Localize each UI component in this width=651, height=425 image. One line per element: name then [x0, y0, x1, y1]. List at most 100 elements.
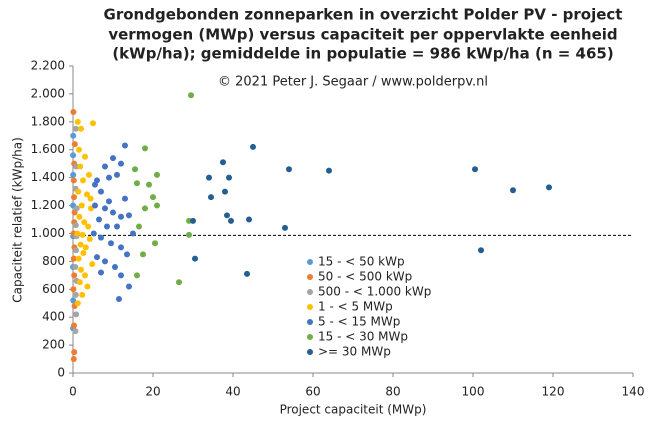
y-tick-label: 600: [42, 282, 65, 296]
data-point: [84, 283, 91, 290]
data-point: [70, 152, 77, 159]
data-point: [79, 291, 86, 298]
data-point: [98, 188, 104, 195]
data-point: [70, 356, 77, 363]
data-point: [78, 125, 84, 132]
data-point: [136, 223, 142, 230]
data-point: [82, 153, 88, 160]
data-point: [72, 125, 79, 132]
data-point: [106, 198, 112, 205]
data-point: [71, 349, 78, 356]
data-point: [130, 230, 136, 237]
data-point: [546, 184, 552, 191]
data-point: [134, 272, 140, 279]
data-point: [286, 166, 292, 173]
data-point: [146, 181, 152, 188]
data-point: [92, 202, 98, 209]
x-tick-label: 100: [462, 385, 485, 399]
data-point: [116, 296, 122, 303]
data-point: [220, 159, 226, 166]
data-point: [108, 240, 114, 247]
data-point: [70, 286, 77, 293]
x-tick-label: 0: [69, 385, 77, 399]
subtitle: © 2021 Peter J. Segaar / www.polderpv.nl: [218, 75, 488, 90]
data-point: [72, 328, 79, 335]
data-point: [90, 230, 97, 237]
data-point: [250, 143, 256, 150]
data-point: [106, 174, 112, 181]
y-tick-label: 200: [42, 338, 65, 352]
data-point: [102, 163, 108, 170]
data-point: [98, 234, 104, 241]
data-point: [76, 279, 83, 286]
data-point: [222, 188, 228, 195]
data-point: [510, 187, 516, 194]
data-point: [114, 223, 120, 230]
data-point: [76, 146, 82, 153]
data-point: [114, 171, 120, 178]
data-point: [118, 160, 124, 167]
data-point: [132, 166, 138, 173]
data-point: [82, 272, 88, 279]
x-tick-label: 60: [305, 385, 320, 399]
legend-marker: [307, 349, 313, 355]
data-point: [82, 244, 89, 251]
x-tick-label: 140: [622, 385, 645, 399]
data-point: [226, 174, 232, 181]
data-point: [72, 222, 79, 229]
legend-label: 50 - < 500 kWp: [318, 270, 412, 284]
data-point: [176, 279, 182, 286]
data-point: [70, 297, 77, 304]
data-point: [84, 191, 90, 198]
legend-marker: [307, 334, 313, 340]
legend-label: 15 - < 50 kWp: [318, 255, 405, 269]
data-point: [80, 177, 86, 184]
data-point: [71, 141, 78, 148]
data-point: [78, 266, 84, 273]
data-point: [73, 205, 80, 212]
data-point: [75, 188, 82, 195]
data-point: [76, 213, 83, 220]
data-point: [89, 261, 96, 268]
data-point: [118, 272, 124, 279]
y-tick-label: 1.200: [31, 198, 65, 212]
data-point: [70, 177, 77, 184]
data-point: [72, 291, 79, 298]
legend-label: 5 - < 15 MWp: [318, 315, 400, 329]
data-point: [224, 212, 230, 219]
data-point: [150, 194, 156, 201]
data-point: [112, 263, 118, 270]
data-point: [192, 255, 198, 262]
data-point: [186, 231, 192, 238]
data-point: [118, 213, 124, 220]
y-tick-label: 2.200: [31, 59, 65, 73]
x-tick-label: 40: [225, 385, 240, 399]
data-point: [85, 223, 92, 230]
data-point: [124, 251, 130, 258]
data-point: [472, 166, 478, 173]
data-point: [134, 180, 140, 187]
data-point: [122, 142, 128, 149]
data-point: [478, 247, 484, 254]
data-point: [81, 219, 88, 226]
data-point: [90, 120, 96, 127]
data-point: [71, 194, 77, 201]
y-tick-label: 2.000: [31, 86, 65, 100]
data-point: [86, 171, 92, 178]
data-point: [73, 311, 80, 318]
data-point: [246, 216, 252, 223]
data-point: [94, 254, 100, 261]
data-point: [154, 171, 160, 178]
data-point: [77, 163, 84, 170]
data-point: [70, 109, 77, 116]
legend-label: >= 30 MWp: [318, 345, 391, 359]
data-point: [244, 270, 250, 277]
data-point: [74, 230, 81, 237]
legend-marker: [307, 259, 313, 265]
data-point: [92, 181, 98, 188]
chart-title: Grondgebonden zonneparken in overzicht P…: [104, 6, 623, 24]
data-point: [96, 216, 102, 223]
y-axis-title: Capaciteit relatief (kWp/ha): [11, 137, 25, 303]
data-point: [87, 195, 94, 202]
data-point: [142, 145, 148, 152]
